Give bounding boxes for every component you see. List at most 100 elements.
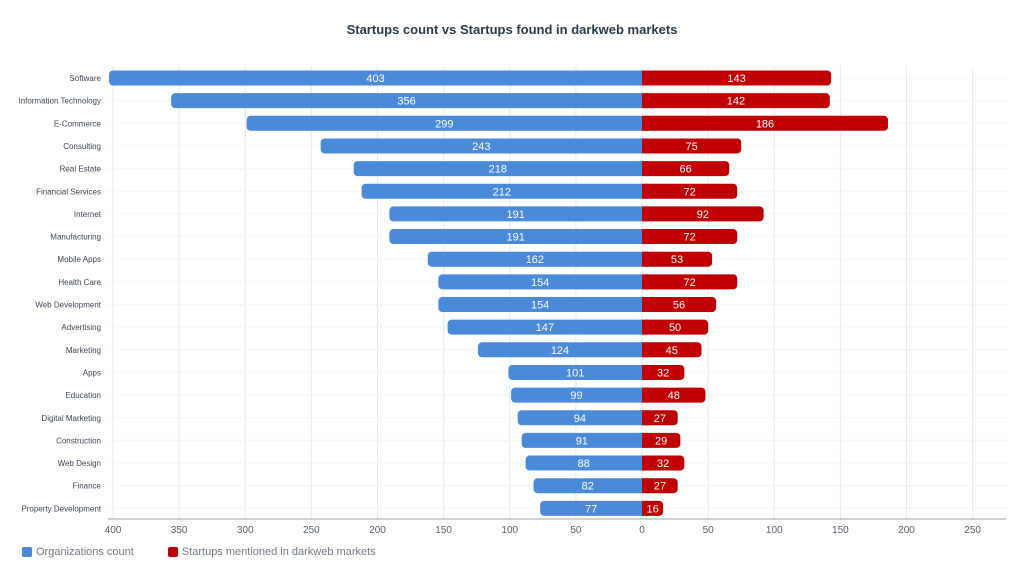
bar-darkweb[interactable] xyxy=(642,297,717,312)
bar-darkweb[interactable] xyxy=(642,432,681,448)
bar-darkweb-edge xyxy=(642,410,648,426)
legend-swatch-darkweb xyxy=(167,547,178,557)
bar-organizations[interactable] xyxy=(353,161,646,177)
x-tick-label: 300 xyxy=(237,525,254,536)
x-tick-label: 250 xyxy=(303,525,320,536)
bar-darkweb-edge xyxy=(642,70,648,86)
bar-label-darkweb: 53 xyxy=(671,254,683,266)
category-label: Software xyxy=(69,74,101,83)
bar-label-organizations: 88 xyxy=(578,458,590,470)
bar-organizations[interactable] xyxy=(511,387,646,403)
bar-label-darkweb: 45 xyxy=(666,345,678,357)
bar-darkweb[interactable] xyxy=(642,410,678,426)
category-label: Real Estate xyxy=(60,165,102,174)
bar-darkweb[interactable] xyxy=(642,183,738,199)
category-label: Health Care xyxy=(58,278,101,287)
bar-organizations[interactable] xyxy=(540,500,646,516)
bar-organizations[interactable] xyxy=(389,229,646,245)
bar-darkweb-edge xyxy=(642,274,648,290)
bar-label-darkweb: 50 xyxy=(669,322,681,334)
bar-darkweb-edge xyxy=(642,183,648,199)
bar-organizations[interactable] xyxy=(438,297,646,312)
bar-organizations[interactable] xyxy=(361,183,646,199)
bar-organizations[interactable] xyxy=(246,115,646,131)
x-tick-label: 50 xyxy=(570,525,582,536)
bar-label-organizations: 218 xyxy=(489,164,507,176)
legend-item-organizations[interactable]: Organizations count xyxy=(22,546,134,558)
bar-darkweb[interactable] xyxy=(642,70,832,86)
x-tick-label: 200 xyxy=(369,525,386,536)
bar-organizations[interactable] xyxy=(438,274,646,290)
bar-organizations[interactable] xyxy=(389,206,646,222)
x-tick-label: 150 xyxy=(435,525,452,536)
bar-darkweb[interactable] xyxy=(642,138,742,154)
bar-darkweb-edge xyxy=(642,115,648,131)
bar-organizations[interactable] xyxy=(521,432,646,448)
bar-organizations[interactable] xyxy=(533,478,646,494)
x-tick-label: 200 xyxy=(898,525,915,536)
category-label: Advertising xyxy=(61,323,101,332)
category-label: E-Commerce xyxy=(54,119,102,128)
category-label: Construction xyxy=(56,436,101,445)
bar-label-organizations: 147 xyxy=(536,322,554,334)
bar-organizations[interactable] xyxy=(525,455,646,471)
bar-label-organizations: 154 xyxy=(531,300,549,312)
category-label: Marketing xyxy=(66,346,101,355)
bar-label-organizations: 124 xyxy=(551,345,569,357)
bar-darkweb[interactable] xyxy=(642,455,685,471)
bar-darkweb-edge xyxy=(642,500,648,516)
bar-darkweb-edge xyxy=(642,455,648,471)
category-label: Mobile Apps xyxy=(57,255,101,264)
legend-item-darkweb[interactable]: Startups mentioned in darkweb markets xyxy=(167,546,376,558)
x-tick-label: 250 xyxy=(964,525,981,536)
bar-darkweb[interactable] xyxy=(642,206,764,222)
bar-label-darkweb: 56 xyxy=(673,300,685,312)
category-label: Finance xyxy=(73,482,102,491)
bar-darkweb[interactable] xyxy=(642,319,709,335)
bar-organizations[interactable] xyxy=(320,138,646,154)
bar-darkweb-edge xyxy=(642,229,648,245)
bar-label-organizations: 212 xyxy=(493,186,511,198)
bar-label-darkweb: 27 xyxy=(654,481,666,493)
bar-darkweb[interactable] xyxy=(642,478,678,494)
x-tick-label: 50 xyxy=(703,525,715,536)
x-tick-label: 100 xyxy=(766,525,783,536)
bar-label-darkweb: 32 xyxy=(657,367,669,379)
bar-darkweb[interactable] xyxy=(642,115,888,131)
bar-organizations[interactable] xyxy=(171,93,646,109)
bar-darkweb-edge xyxy=(642,206,648,222)
bar-darkweb[interactable] xyxy=(642,274,738,290)
bar-darkweb[interactable] xyxy=(642,364,685,380)
bar-darkweb-edge xyxy=(642,478,648,494)
bar-darkweb[interactable] xyxy=(642,229,738,245)
x-tick-label: 400 xyxy=(105,525,122,536)
legend-label-organizations: Organizations count xyxy=(36,546,134,558)
bar-organizations[interactable] xyxy=(517,410,646,426)
bar-label-darkweb: 186 xyxy=(756,118,774,130)
category-label: Digital Marketing xyxy=(41,414,101,423)
category-label: Consulting xyxy=(63,142,101,151)
bar-label-organizations: 191 xyxy=(507,209,525,221)
bar-organizations[interactable] xyxy=(447,319,646,335)
bar-label-organizations: 162 xyxy=(526,254,544,266)
bar-organizations[interactable] xyxy=(427,251,646,267)
bar-label-organizations: 101 xyxy=(566,367,584,379)
bar-darkweb-edge xyxy=(642,342,648,358)
bar-darkweb[interactable] xyxy=(642,251,713,267)
bar-darkweb[interactable] xyxy=(642,342,702,358)
bar-darkweb[interactable] xyxy=(642,161,730,177)
bar-organizations[interactable] xyxy=(109,70,647,86)
bar-organizations[interactable] xyxy=(478,342,646,358)
bar-label-darkweb: 27 xyxy=(654,413,666,425)
category-label: Financial Services xyxy=(36,187,101,196)
bar-darkweb-edge xyxy=(642,364,648,380)
bar-label-darkweb: 32 xyxy=(657,458,669,470)
bar-label-darkweb: 143 xyxy=(727,73,745,85)
bar-darkweb[interactable] xyxy=(642,93,830,109)
x-tick-label: 150 xyxy=(832,525,849,536)
bar-darkweb[interactable] xyxy=(642,387,706,403)
bar-organizations[interactable] xyxy=(508,364,646,380)
category-label: Manufacturing xyxy=(50,233,101,242)
bar-darkweb-edge xyxy=(642,387,648,403)
bar-label-organizations: 403 xyxy=(366,73,384,85)
